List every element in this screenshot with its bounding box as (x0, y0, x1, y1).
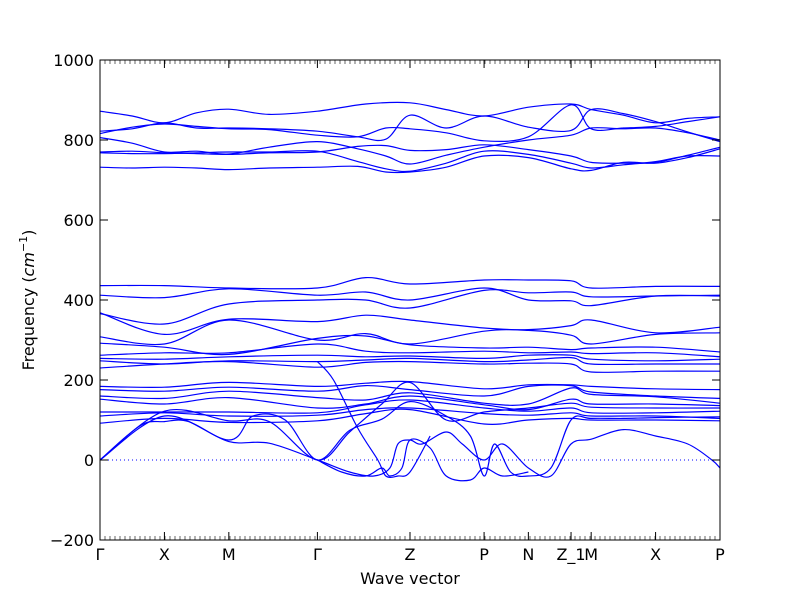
band-line-18 (100, 380, 720, 391)
x-tick-label: Z_1 (556, 545, 585, 565)
band-line-24 (100, 408, 720, 425)
band-line-13 (100, 334, 720, 356)
x-tick-label: X (159, 545, 170, 564)
band-line-17 (100, 360, 720, 373)
band-line-22 (100, 399, 720, 414)
band-line-29 (316, 361, 431, 478)
y-tick-label: 1000 (53, 51, 94, 70)
y-tick-label: 0 (84, 451, 94, 470)
series-layer (100, 101, 720, 482)
y-tick-label: 400 (63, 291, 94, 310)
band-line-28 (317, 438, 529, 482)
x-axis-label: Wave vector (360, 569, 460, 588)
x-tick-labels: Γ X M Γ Z P N Z_1M X P (96, 545, 726, 565)
x-tick-label: P (479, 545, 489, 564)
band-line-3 (100, 104, 720, 143)
x-tick-label: P (715, 545, 725, 564)
band-line-1 (100, 101, 720, 124)
x-tick-label: Γ (96, 545, 105, 564)
plot-frame (99, 59, 721, 541)
band-line-20 (100, 387, 720, 406)
band-line-7 (100, 148, 720, 174)
band-line-26 (100, 400, 720, 478)
band-line-6 (100, 150, 720, 173)
band-line-14 (100, 343, 720, 358)
band-line-10 (100, 289, 720, 325)
y-axis-label-unit: cm (19, 252, 38, 276)
y-tick-label: 600 (63, 211, 94, 230)
band-line-23 (100, 407, 720, 419)
y-axis-label-close: ) (19, 230, 38, 236)
y-axis-label: Frequency (cm−1) (17, 230, 38, 371)
x-tick-label: Γ (313, 545, 322, 564)
y-tick-label: 200 (63, 371, 94, 390)
band-line-9 (100, 287, 720, 307)
y-axis-label-exponent: −1 (17, 236, 30, 252)
y-axis-label-main: Frequency ( (19, 276, 38, 370)
band-line-12 (100, 319, 720, 346)
band-line-11 (100, 312, 720, 336)
y-tick-labels: −200 0 200 400 600 800 1000 (50, 51, 94, 550)
x-tick-label: Z (405, 545, 416, 564)
band-line-19 (100, 384, 720, 399)
band-line-5 (100, 144, 720, 164)
band-line-25 (100, 381, 720, 461)
x-tick-label: N (522, 545, 534, 564)
y-tick-label: 800 (63, 131, 94, 150)
ticks-layer (99, 59, 721, 541)
x-tick-label: M (222, 545, 236, 564)
band-line-2 (100, 108, 720, 143)
band-line-15 (100, 354, 720, 362)
band-line-4 (100, 127, 720, 165)
x-tick-label: X (650, 545, 661, 564)
y-tick-label: −200 (50, 531, 94, 550)
x-tick-label: M (584, 545, 598, 564)
band-line-8 (100, 276, 720, 290)
band-line-27 (100, 419, 720, 478)
band-line-21 (100, 395, 720, 411)
